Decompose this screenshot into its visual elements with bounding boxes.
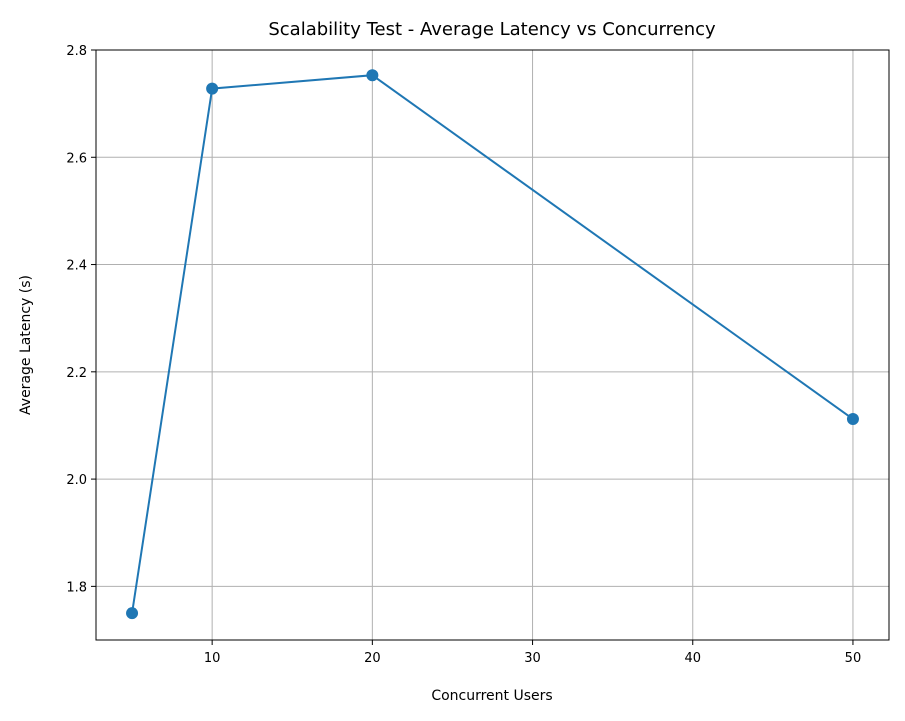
grid	[96, 49, 889, 640]
x-tick-label: 40	[684, 651, 701, 666]
series-layer	[126, 69, 859, 620]
data-point	[366, 69, 379, 82]
y-tick-label: 1.8	[66, 580, 87, 595]
plot-frame	[95, 49, 890, 641]
data-point	[206, 82, 219, 95]
x-tick-label: 10	[204, 651, 221, 666]
series-line	[131, 74, 854, 614]
chart-title: Scalability Test - Average Latency vs Co…	[268, 19, 716, 40]
y-axis-label: Average Latency (s)	[18, 275, 34, 415]
x-tick-label: 30	[524, 651, 541, 666]
y-tick-label: 2.0	[66, 473, 87, 488]
x-tick-label: 50	[845, 651, 862, 666]
y-tick-label: 2.6	[66, 151, 87, 166]
y-tick-label: 2.4	[66, 259, 87, 274]
y-tick-label: 2.2	[66, 366, 87, 381]
x-tick-label: 20	[364, 651, 381, 666]
x-axis-label: Concurrent Users	[431, 688, 552, 704]
y-tick-label: 2.8	[66, 44, 87, 59]
data-point	[126, 607, 139, 620]
x-axis-ticks: 10 20 30 40 50	[204, 640, 861, 666]
data-point	[846, 413, 859, 426]
y-axis-ticks: 1.8 2.0 2.2 2.4 2.6 2.8	[66, 44, 96, 595]
